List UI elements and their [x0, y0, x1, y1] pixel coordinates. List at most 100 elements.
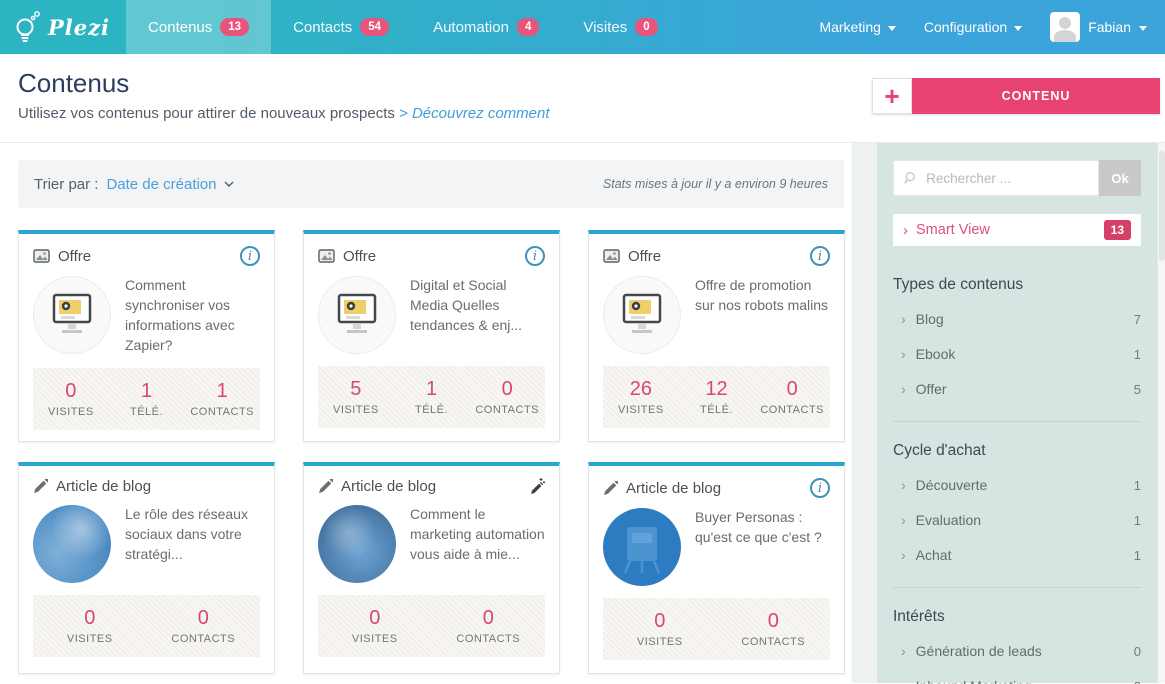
- filter-count: 0: [1133, 643, 1141, 659]
- content-card[interactable]: Offre i Offre de promotion sur nos robot…: [588, 230, 845, 442]
- card-title[interactable]: Buyer Personas : qu'est ce que c'est ?: [695, 509, 822, 545]
- stat-value: 1: [216, 379, 228, 402]
- stat-label: CONTACTS: [760, 404, 825, 416]
- menu-label: Configuration: [923, 19, 1008, 35]
- card-title[interactable]: Offre de promotion sur nos robots malins: [695, 277, 829, 313]
- card-type-label: Article de blog: [341, 478, 437, 495]
- content-card[interactable]: Article de blog Comment le marketing aut…: [303, 462, 560, 674]
- card-title[interactable]: Le rôle des réseaux sociaux dans votre s…: [125, 506, 248, 562]
- info-icon[interactable]: i: [240, 246, 260, 266]
- stat-label: CONTACTS: [741, 636, 806, 648]
- card-title[interactable]: Comment le marketing automation vous aid…: [410, 506, 545, 562]
- user-menu[interactable]: Fabian: [1050, 12, 1147, 42]
- tab-badge: 13: [220, 18, 250, 36]
- stat-label: VISITES: [636, 636, 683, 648]
- filter-count: 7: [1133, 311, 1141, 327]
- filter-item-achat[interactable]: › Achat 1: [893, 545, 1141, 565]
- filter-item-ebook[interactable]: › Ebook 1: [893, 344, 1141, 364]
- lightbulb-icon: [14, 10, 42, 44]
- content-card[interactable]: Article de blog Le rôle des réseaux soci…: [18, 462, 275, 674]
- card-stats: 0 VISITES 0 CONTACTS: [33, 595, 260, 657]
- menu-configuration[interactable]: Configuration: [923, 19, 1023, 35]
- filter-item-offer[interactable]: › Offer 5: [893, 379, 1141, 399]
- add-content-button[interactable]: + CONTENU: [872, 78, 1160, 114]
- sort-value: Date de création: [106, 175, 217, 193]
- image-icon: [318, 249, 335, 263]
- filter-item-decouverte[interactable]: › Découverte 1: [893, 475, 1141, 495]
- filter-count: 1: [1133, 547, 1141, 563]
- pencil-icon: [318, 479, 333, 494]
- stats-updated-note: Stats mises à jour il y a environ 9 heur…: [602, 177, 828, 191]
- scrollbar[interactable]: [1157, 143, 1165, 683]
- edit-wand-icon[interactable]: [527, 478, 545, 495]
- brand-logo[interactable]: Plezi: [0, 0, 126, 54]
- filter-item-evaluation[interactable]: › Evaluation 1: [893, 510, 1141, 530]
- filter-label: Découverte: [915, 477, 988, 493]
- filter-item-inbound-marketing[interactable]: › Inbound Marketing 2: [893, 676, 1141, 684]
- card-title[interactable]: Comment synchroniser vos informations av…: [125, 277, 235, 353]
- tab-visites[interactable]: Visites 0: [561, 0, 679, 54]
- filter-item-generation-de-leads[interactable]: › Génération de leads 0: [893, 641, 1141, 661]
- stat-value: 0: [767, 610, 779, 632]
- stat-label: VISITES: [617, 404, 664, 416]
- content-card[interactable]: Offre i Digital et Social Media Quelles …: [303, 230, 560, 442]
- tab-contacts[interactable]: Contacts 54: [271, 0, 411, 54]
- filter-count: 2: [1134, 679, 1141, 684]
- menu-label: Marketing: [819, 19, 881, 35]
- scrollbar-thumb[interactable]: [1159, 151, 1165, 261]
- stat-label: CONTACTS: [475, 404, 540, 416]
- tab-label: Visites: [583, 18, 628, 36]
- filter-count: 1: [1133, 512, 1141, 528]
- search-ok-button[interactable]: Ok: [1099, 160, 1141, 196]
- pencil-icon: [33, 479, 48, 494]
- discover-link[interactable]: > Découvrez comment: [399, 105, 550, 122]
- card-thumbnail[interactable]: [33, 505, 111, 583]
- filter-count: 1: [1133, 346, 1141, 362]
- stat-label: VISITES: [351, 633, 398, 645]
- tab-contenus[interactable]: Contenus 13: [126, 0, 272, 54]
- stat-value: 0: [65, 379, 77, 402]
- stat-value: 0: [482, 607, 494, 629]
- tab-badge: 54: [360, 18, 390, 36]
- filter-label: Offer: [915, 381, 947, 397]
- content-card[interactable]: Article de blog i Buyer Personas : qu'es…: [588, 462, 845, 674]
- card-type-label: Offre: [628, 247, 662, 265]
- smart-view-badge: 13: [1103, 220, 1131, 240]
- card-thumbnail[interactable]: [603, 508, 681, 586]
- user-name: Fabian: [1088, 19, 1131, 35]
- stat-label: CONTACTS: [190, 405, 255, 418]
- filter-item-blog[interactable]: › Blog 7: [893, 309, 1141, 329]
- stat-value: 5: [350, 378, 362, 400]
- card-thumbnail[interactable]: [318, 276, 396, 354]
- menu-marketing[interactable]: Marketing: [819, 19, 896, 35]
- sort-dropdown[interactable]: Date de création: [106, 175, 234, 193]
- divider: [893, 421, 1141, 422]
- stat-value: 0: [84, 607, 96, 629]
- tab-label: Automation: [433, 18, 509, 36]
- card-thumbnail[interactable]: [318, 505, 396, 583]
- info-icon[interactable]: i: [810, 246, 830, 266]
- filter-label: Ebook: [915, 346, 956, 362]
- card-thumbnail[interactable]: [33, 276, 111, 354]
- nav-tabs: Contenus 13 Contacts 54 Automation 4 Vis…: [126, 0, 680, 54]
- content-card[interactable]: Offre i Comment synchroniser vos informa…: [18, 230, 275, 442]
- search-icon: [904, 172, 915, 184]
- stat-label: VISITES: [47, 405, 94, 418]
- tab-automation[interactable]: Automation 4: [411, 0, 561, 54]
- avatar: [1050, 12, 1081, 42]
- stat-label: CONTACTS: [171, 633, 236, 645]
- card-stats: 26 VISITES 12 TÉLÉ. 0 CONTACTS: [603, 366, 830, 428]
- filter-label: Génération de leads: [915, 643, 1042, 659]
- stat-value: 0: [654, 610, 666, 632]
- chevron-right-icon: ›: [901, 512, 906, 528]
- filter-label: Evaluation: [915, 512, 982, 528]
- card-stats: 0 VISITES 0 CONTACTS: [603, 598, 830, 660]
- info-icon[interactable]: i: [525, 246, 545, 266]
- smart-view-toggle[interactable]: › Smart View 13: [893, 214, 1141, 246]
- card-title[interactable]: Digital et Social Media Quelles tendance…: [410, 277, 523, 333]
- search-input[interactable]: [926, 170, 1088, 186]
- card-thumbnail[interactable]: [603, 276, 681, 354]
- subtitle-text: Utilisez vos contenus pour attirer de no…: [18, 105, 395, 122]
- info-icon[interactable]: i: [810, 478, 830, 498]
- tab-label: Contenus: [148, 18, 213, 36]
